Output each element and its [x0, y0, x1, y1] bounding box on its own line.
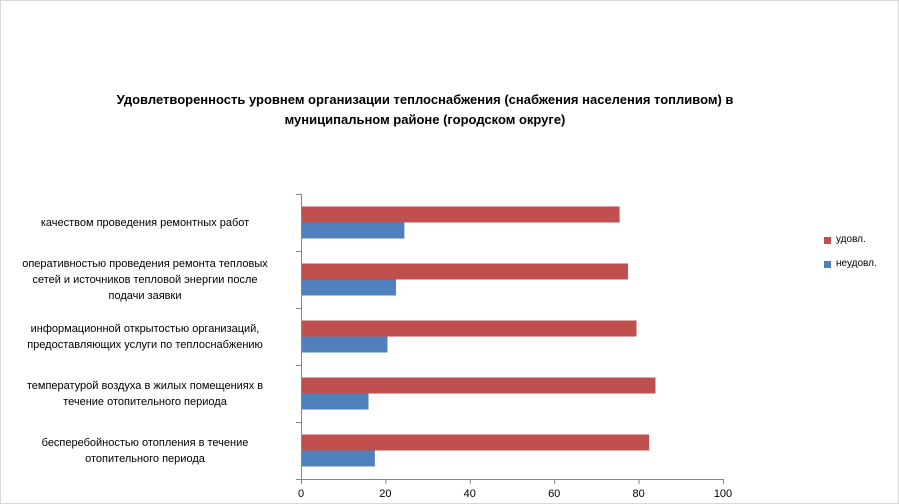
- category-label-line: сетей и источников тепловой энергии посл…: [32, 273, 258, 286]
- legend-label: неудовл.: [836, 258, 877, 269]
- x-tick-label-0: 0: [298, 488, 304, 500]
- category-label-2: информационной открытостью организаций, п…: [0, 321, 290, 353]
- category-label-4: бесперебойностью отопления в течение отоп…: [0, 435, 290, 467]
- chart-title-line-2: муниципальном районе (городском округе): [284, 112, 566, 127]
- bar-udovl-1: [301, 263, 629, 280]
- legend-swatch: [824, 236, 831, 244]
- category-label-0: качеством проведения ремонтных работ: [0, 215, 290, 231]
- chart-title: Удовлетворенность уровнем организации те…: [0, 90, 850, 130]
- bar-udovl-2: [301, 320, 637, 337]
- x-tick-label-4: 80: [632, 488, 644, 500]
- category-label-line: температурой воздуха в жилых помещениях …: [26, 379, 264, 392]
- x-tick-label-3: 60: [548, 488, 560, 500]
- x-tick-label-2: 40: [464, 488, 476, 500]
- category-label-1: оперативностью проведения ремонта теплов…: [0, 256, 290, 304]
- category-label-line: бесперебойностью отопления в течение: [41, 436, 249, 449]
- category-label-line: отопительного периода: [85, 452, 205, 465]
- legend-label: удовл.: [836, 234, 866, 245]
- bar-udovl-3: [301, 377, 656, 394]
- bar-neudovl-3: [301, 393, 369, 410]
- category-label-line: информационной открытостью организаций,: [30, 322, 260, 335]
- bar-udovl-4: [301, 434, 650, 451]
- legend-swatch: [824, 260, 831, 268]
- bar-neudovl-2: [301, 336, 388, 353]
- bar-neudovl-4: [301, 450, 375, 467]
- x-tick-label-1: 20: [379, 488, 391, 500]
- x-tick-label-5: 100: [714, 488, 732, 500]
- chart-title-line-1: Удовлетворенность уровнем организации те…: [116, 92, 734, 107]
- category-label-line: оперативностью проведения ремонта теплов…: [22, 257, 268, 270]
- category-label-line: течение отопительного периода: [63, 395, 227, 408]
- legend-item-1: неудовл.: [824, 258, 877, 270]
- bar-neudovl-0: [301, 222, 405, 239]
- bar-neudovl-1: [301, 279, 396, 296]
- category-label-line: подачи заявки: [108, 289, 182, 302]
- bar-udovl-0: [301, 206, 620, 223]
- legend-item-0: удовл.: [824, 234, 866, 246]
- category-label-line: качеством проведения ремонтных работ: [40, 216, 250, 229]
- category-label-line: предоставляющих услуги по теплоснабжению: [27, 338, 263, 351]
- category-label-3: температурой воздуха в жилых помещениях …: [0, 378, 290, 410]
